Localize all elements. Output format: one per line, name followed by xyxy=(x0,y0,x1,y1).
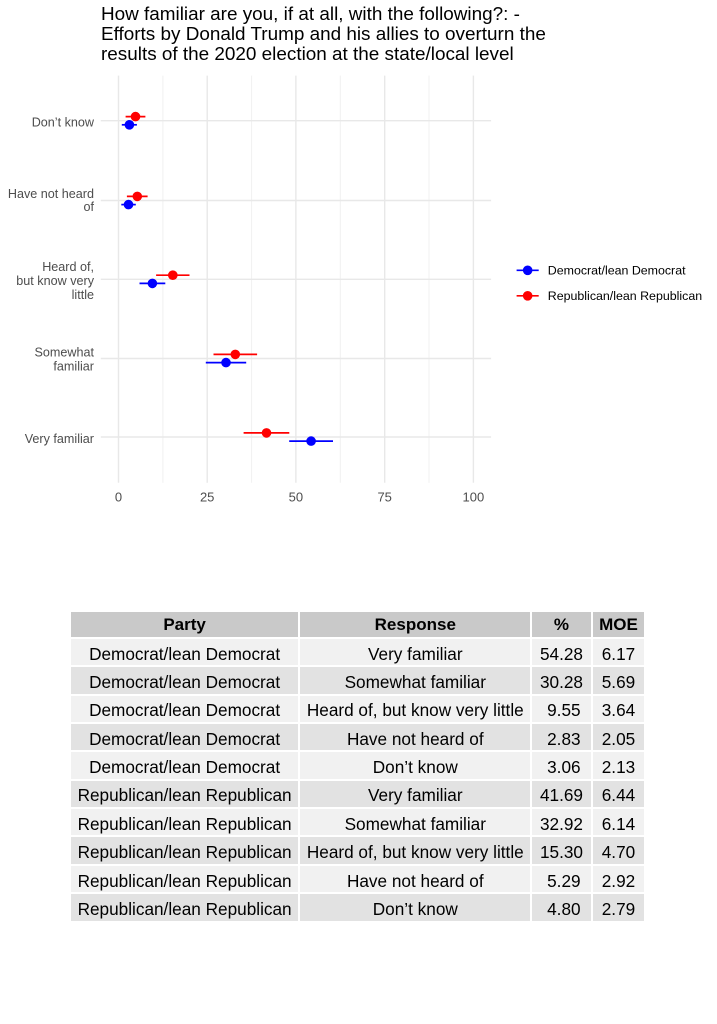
svg-text:Democrat/lean Democrat: Democrat/lean Democrat xyxy=(548,264,686,278)
svg-text:Republican/lean Republican: Republican/lean Republican xyxy=(548,289,702,303)
svg-text:Don’t know: Don’t know xyxy=(32,115,95,129)
svg-text:Very familiar: Very familiar xyxy=(25,432,94,446)
svg-text:75: 75 xyxy=(377,490,391,505)
svg-text:Heard of,: Heard of, xyxy=(42,260,94,274)
svg-text:Have not heard: Have not heard xyxy=(8,187,94,201)
svg-text:50: 50 xyxy=(289,490,303,505)
svg-text:0: 0 xyxy=(115,490,122,505)
svg-text:little: little xyxy=(72,288,94,302)
svg-text:familiar: familiar xyxy=(53,360,94,374)
svg-text:100: 100 xyxy=(463,490,485,505)
svg-text:Somewhat: Somewhat xyxy=(34,346,94,360)
svg-text:but know very: but know very xyxy=(16,274,94,288)
svg-text:of: of xyxy=(83,200,94,214)
svg-text:25: 25 xyxy=(200,490,214,505)
